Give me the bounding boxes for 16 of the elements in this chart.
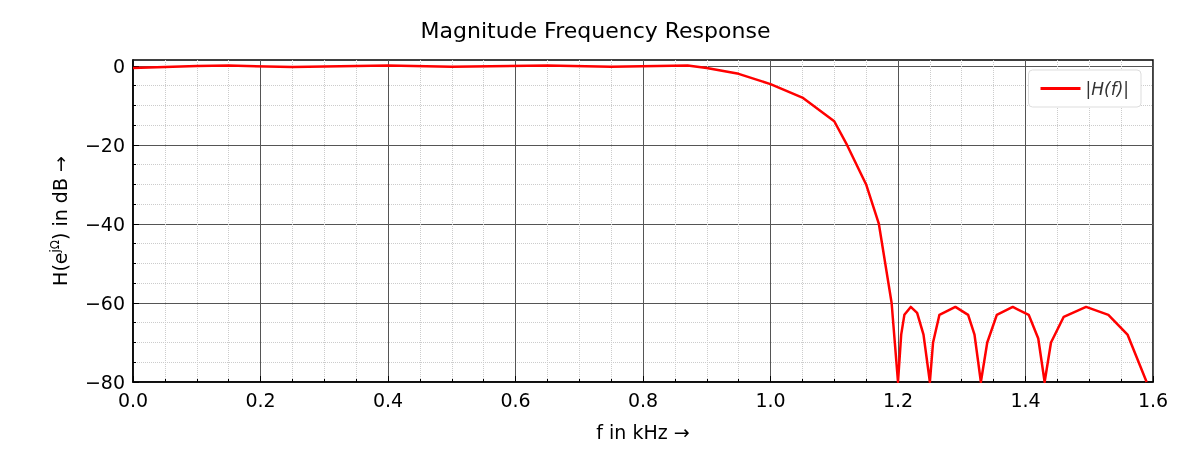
x-tick-label: 1.4 xyxy=(1010,388,1041,411)
y-tick-label: −60 xyxy=(84,291,125,314)
line-series xyxy=(131,64,1148,384)
x-tick-label: 0.8 xyxy=(627,388,659,411)
y-tick-label: 0 xyxy=(112,54,125,77)
x-tick-label: 1.6 xyxy=(1137,388,1169,411)
legend-label: |H(f)| xyxy=(1085,78,1130,99)
chart-title: Magnitude Frequency Response xyxy=(420,17,771,43)
x-axis-title: f in kHz → xyxy=(596,420,690,443)
x-tick-label: 0.2 xyxy=(245,388,276,411)
x-tick-label: 1.2 xyxy=(882,388,914,411)
y-tick-label: −20 xyxy=(84,133,125,156)
x-tick-label: 0.6 xyxy=(500,388,531,411)
x-tick-label: 1.0 xyxy=(755,388,786,411)
y-tick-label: −40 xyxy=(84,212,125,235)
x-tick-label: 0.4 xyxy=(372,388,404,411)
